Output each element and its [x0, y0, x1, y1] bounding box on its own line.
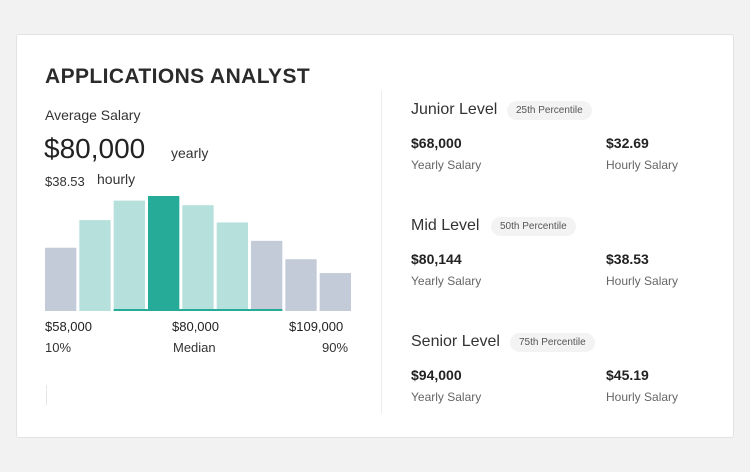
histogram-bar	[113, 200, 145, 311]
left-divider-tick	[46, 385, 47, 405]
salary-card: APPLICATIONS ANALYST Average Salary $80,…	[16, 34, 734, 438]
average-yearly-suffix: yearly	[171, 145, 209, 161]
percentile-badge: 50th Percentile	[491, 217, 576, 236]
salary-histogram	[45, 195, 351, 311]
column-divider	[381, 91, 382, 413]
histogram-bar	[319, 273, 351, 311]
percentile-badge: 75th Percentile	[510, 333, 595, 352]
job-title: APPLICATIONS ANALYST	[45, 65, 311, 88]
level-senior: Senior Level 75th Percentile $94,000 Yea…	[411, 333, 711, 433]
hourly-value: $45.19	[606, 367, 649, 383]
yearly-value: $94,000	[411, 367, 462, 383]
average-hourly-value: $38.53	[45, 174, 85, 189]
axis-sub-mid: Median	[173, 340, 216, 355]
histogram-bar	[251, 240, 283, 311]
hourly-label: Hourly Salary	[606, 390, 679, 404]
level-mid: Mid Level 50th Percentile $80,144 Yearly…	[411, 217, 711, 317]
axis-label-low: $58,000	[45, 319, 92, 334]
axis-label-mid: $80,000	[172, 319, 219, 334]
histogram-bar	[79, 220, 111, 311]
average-yearly-value: $80,000	[44, 133, 146, 164]
yearly-label: Yearly Salary	[411, 274, 482, 288]
axis-label-high: $109,000	[289, 319, 344, 334]
yearly-value: $80,144	[411, 251, 462, 267]
yearly-label: Yearly Salary	[411, 390, 482, 404]
level-junior: Junior Level 25th Percentile $68,000 Yea…	[411, 101, 711, 201]
axis-sub-high: 90%	[322, 340, 349, 355]
average-salary-label: Average Salary	[45, 107, 141, 123]
level-title: Senior Level	[411, 333, 500, 350]
histogram-bar	[285, 259, 317, 311]
yearly-value: $68,000	[411, 135, 462, 151]
hourly-label: Hourly Salary	[606, 158, 679, 172]
histogram-baseline	[113, 309, 283, 311]
yearly-label: Yearly Salary	[411, 158, 482, 172]
histogram-bar	[182, 205, 214, 311]
level-title: Junior Level	[411, 101, 498, 118]
histogram-bar	[216, 222, 248, 311]
axis-sub-low: 10%	[45, 340, 72, 355]
hourly-value: $38.53	[606, 251, 649, 267]
percentile-badge: 25th Percentile	[507, 101, 592, 120]
level-title: Mid Level	[411, 217, 480, 234]
hourly-value: $32.69	[606, 135, 649, 151]
hourly-label: Hourly Salary	[606, 274, 679, 288]
histogram-svg	[45, 196, 351, 311]
histogram-bar	[148, 196, 180, 311]
histogram-bar	[45, 247, 77, 311]
average-hourly-suffix: hourly	[97, 171, 136, 187]
